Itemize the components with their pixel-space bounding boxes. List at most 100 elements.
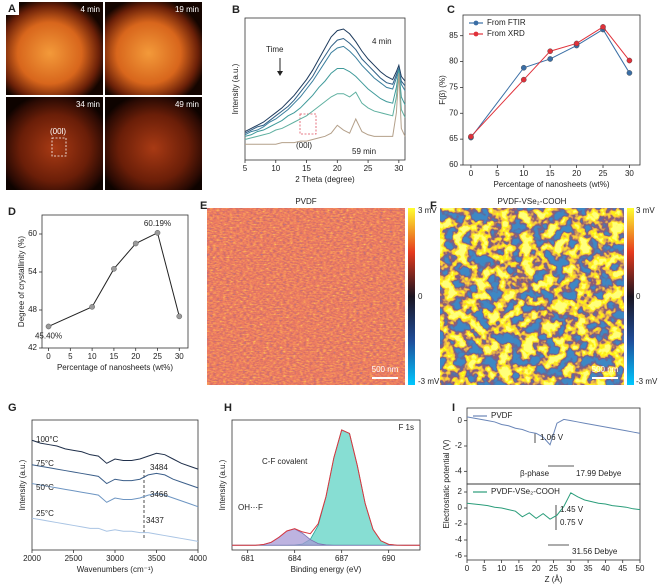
panel-label: I [452, 402, 455, 414]
marker [573, 40, 580, 47]
x-tick-label: 25 [364, 164, 373, 173]
time-label: 19 min [175, 5, 199, 14]
line [470, 26, 630, 137]
x-tick-label: 30 [566, 564, 575, 573]
annotation: β-phase [520, 469, 550, 478]
y-tick-label: 48 [28, 305, 37, 314]
annotation: C-F covalent [262, 457, 308, 466]
area [231, 429, 421, 546]
x-tick-label: 30 [625, 169, 634, 178]
x-tick-label: 681 [241, 554, 255, 563]
legend-label: PVDF-VSe₂-COOH [491, 487, 560, 496]
y-axis-label: Degree of crystallinity (%) [17, 236, 26, 327]
image-tile [105, 2, 202, 95]
annotation: F 1s [398, 423, 414, 432]
x-tick-label: 20 [532, 564, 541, 573]
image-annotation: (00l) [50, 127, 66, 136]
x-tick-label: 15 [546, 169, 555, 178]
legend-label: From FTIR [487, 18, 526, 27]
x-tick-label: 10 [271, 164, 280, 173]
x-tick-label: 25 [599, 169, 608, 178]
line [244, 37, 406, 134]
time-label: 4 min [80, 5, 100, 14]
annotation: 4 min [372, 37, 392, 46]
annotation: 31.56 Debye [572, 547, 618, 556]
x-axis-label: Z (Å) [545, 575, 563, 584]
image-tile [6, 2, 103, 95]
marker [132, 240, 139, 247]
scale-bar-label: 500 nm [592, 365, 619, 374]
line [244, 28, 406, 133]
y-tick-label: 0 [458, 503, 463, 512]
map-title: PVDF-VSe₂-COOH [498, 197, 567, 206]
x-tick-label: 25 [549, 564, 558, 573]
potential-map [207, 208, 405, 385]
scale-bar-label: 500 nm [372, 365, 399, 374]
colorbar [408, 208, 415, 385]
marker [626, 70, 633, 76]
time-label: 34 min [76, 100, 100, 109]
y-axis-label: F(β) (%) [438, 75, 447, 105]
marker [154, 229, 161, 236]
legend-label: PVDF [491, 411, 512, 420]
annotation: 1.06 V [540, 433, 564, 442]
x-tick-label: 30 [394, 164, 403, 173]
colorbar-label: -3 mV [418, 377, 440, 386]
colorbar [627, 208, 634, 385]
legend-label: From XRD [487, 29, 525, 38]
x-tick-label: 684 [288, 554, 302, 563]
y-tick-label: -4 [455, 535, 463, 544]
y-tick-label: 60 [449, 160, 458, 169]
x-tick-label: 0 [469, 169, 474, 178]
y-tick-label: 42 [28, 343, 37, 352]
x-tick-label: 0 [46, 352, 51, 361]
colorbar-label: 0 [418, 292, 423, 301]
x-tick-label: 0 [465, 564, 470, 573]
annotation: 17.99 Debye [576, 469, 622, 478]
x-tick-label: 2500 [65, 554, 83, 563]
series-label: 25°C [36, 509, 54, 518]
annotation: 1.45 V [560, 505, 584, 514]
plot-frame [462, 14, 641, 166]
y-tick-label: 70 [449, 108, 458, 117]
panel-label: C [447, 4, 455, 16]
panel-label: B [232, 4, 240, 16]
y-tick-label: -4 [455, 466, 463, 475]
x-tick-label: 5 [482, 564, 487, 573]
x-tick-label: 15 [514, 564, 523, 573]
x-tick-label: 20 [333, 164, 342, 173]
y-tick-label: 2 [458, 487, 463, 496]
x-tick-label: 10 [519, 169, 528, 178]
plot-frame [231, 419, 421, 551]
y-axis-label: Intensity (a.u.) [18, 459, 27, 510]
x-axis-label: Wavenumbers (cm⁻¹) [77, 565, 154, 574]
value-label: 60.19% [144, 219, 171, 228]
x-tick-label: 20 [131, 352, 140, 361]
annotation: 3466 [150, 490, 168, 499]
x-tick-label: 35 [584, 564, 593, 573]
plot-frame [244, 17, 406, 161]
line [466, 492, 641, 520]
image-tile [6, 97, 103, 190]
y-axis-label: Intensity (a.u.) [231, 63, 240, 114]
x-tick-label: 10 [88, 352, 97, 361]
annotation: 59 min [352, 147, 376, 156]
annotation: 3437 [146, 516, 164, 525]
x-axis-label: Percentage of nanosheets (wt%) [57, 363, 173, 372]
x-tick-label: 5 [243, 164, 248, 173]
x-tick-label: 50 [636, 564, 645, 573]
image-tile [105, 97, 202, 190]
y-tick-label: 65 [449, 134, 458, 143]
x-tick-label: 690 [382, 554, 396, 563]
annotation: 3484 [150, 463, 168, 472]
series-label: 75°C [36, 459, 54, 468]
y-tick-label: 80 [449, 57, 458, 66]
x-tick-label: 40 [601, 564, 610, 573]
line [48, 232, 180, 327]
line [466, 416, 641, 446]
series-label: 50°C [36, 483, 54, 492]
value-label: 45.40% [35, 332, 62, 341]
plot-frame [41, 214, 189, 349]
marker [626, 57, 633, 64]
x-tick-label: 15 [109, 352, 118, 361]
